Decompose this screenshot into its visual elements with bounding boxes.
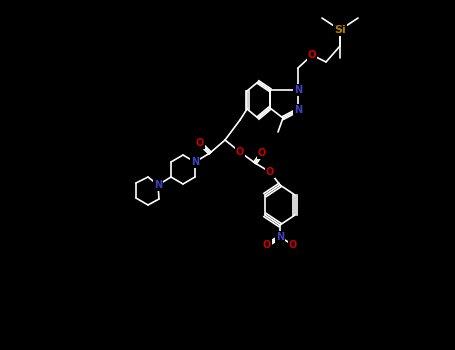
Text: N: N bbox=[294, 85, 302, 95]
Text: Si: Si bbox=[334, 25, 346, 35]
Text: O: O bbox=[289, 240, 297, 250]
Text: O: O bbox=[258, 148, 266, 158]
Text: N: N bbox=[294, 105, 302, 115]
Text: O: O bbox=[266, 167, 274, 177]
Text: N: N bbox=[276, 232, 284, 242]
Text: N: N bbox=[191, 157, 199, 167]
Text: O: O bbox=[236, 147, 244, 157]
Text: O: O bbox=[308, 50, 316, 60]
Text: O: O bbox=[263, 240, 271, 250]
Text: N: N bbox=[154, 180, 162, 190]
Text: O: O bbox=[196, 138, 204, 148]
